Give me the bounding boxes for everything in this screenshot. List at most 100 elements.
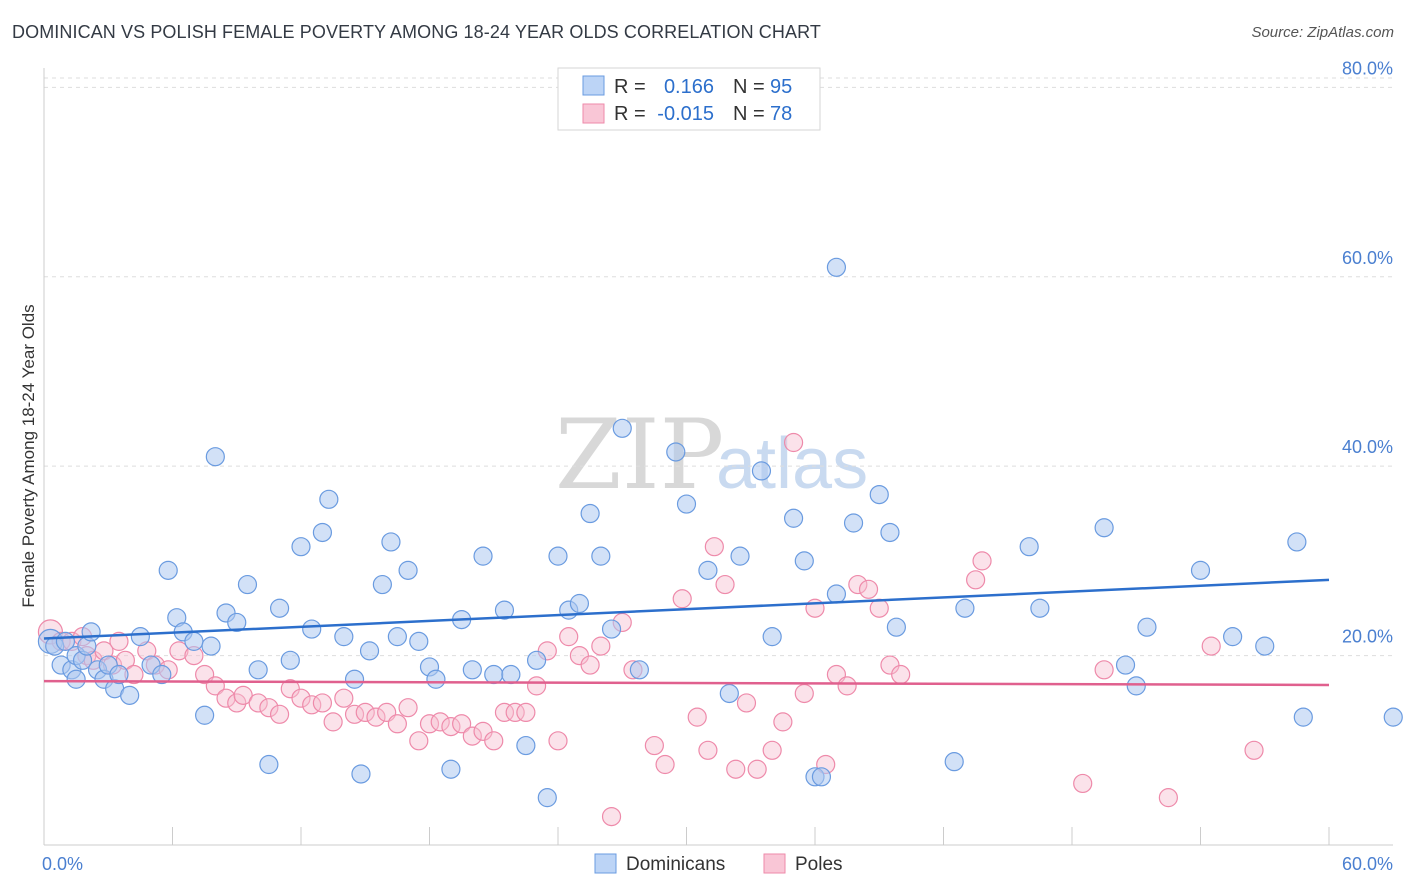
poles-point-75 bbox=[848, 574, 868, 595]
x-ticks bbox=[43, 827, 1330, 845]
poles-point-44 bbox=[494, 702, 515, 723]
dominicans-point-39 bbox=[351, 764, 371, 784]
gridlines bbox=[44, 77, 1393, 657]
y-tick-label-80: 80.0% bbox=[1342, 58, 1393, 78]
poles-point-86 bbox=[1244, 740, 1264, 760]
dominicans-point-95 bbox=[1293, 707, 1313, 727]
poles-point-34 bbox=[387, 714, 407, 734]
dominicans-point-40 bbox=[359, 641, 380, 661]
dominicans-swatch bbox=[582, 75, 605, 96]
poles-swatch bbox=[582, 103, 605, 124]
poles-point-64 bbox=[726, 759, 746, 779]
dominicans-point-24 bbox=[201, 636, 221, 656]
dominicans-point-87 bbox=[1094, 518, 1114, 538]
dominicans-point-55 bbox=[516, 735, 536, 756]
poles-point-66 bbox=[747, 759, 767, 779]
poles-trend-line bbox=[43, 679, 1330, 687]
poles-point-67 bbox=[762, 740, 782, 760]
poles-point-76 bbox=[858, 579, 879, 599]
dominicans-point-50 bbox=[462, 660, 482, 680]
dominicans-points bbox=[37, 257, 1403, 808]
axes bbox=[43, 68, 1393, 846]
dominicans-point-18 bbox=[152, 664, 172, 685]
poles-point-35 bbox=[398, 698, 418, 718]
poles-point-58 bbox=[655, 754, 675, 775]
dominicans-point-67 bbox=[676, 494, 697, 514]
dominicans-point-14 bbox=[109, 664, 129, 685]
dominicans-point-61 bbox=[580, 503, 600, 524]
chart-title: DOMINICAN VS POLISH FEMALE POVERTY AMONG… bbox=[12, 22, 821, 42]
dominicans-point-82 bbox=[886, 617, 906, 637]
poles-point-82 bbox=[1073, 773, 1093, 794]
dominicans-point-89 bbox=[1126, 676, 1146, 696]
dominicans-point-9 bbox=[81, 622, 101, 642]
poles-point-68 bbox=[773, 712, 793, 732]
poles-point-85 bbox=[1201, 636, 1221, 656]
dominicans-point-56 bbox=[526, 650, 547, 670]
poles-point-53 bbox=[591, 636, 611, 656]
poles-point-61 bbox=[698, 740, 718, 760]
source-label: Source: ZipAtlas.com bbox=[1251, 24, 1394, 41]
dominicans-point-72 bbox=[762, 627, 782, 647]
legend-r-value-2: -0.015 bbox=[657, 103, 714, 125]
dominicans-point-42 bbox=[381, 532, 401, 552]
dominicans-point-19 bbox=[158, 560, 178, 580]
dominicans-point-34 bbox=[302, 619, 322, 639]
poles-point-83 bbox=[1094, 660, 1114, 680]
dominicans-point-88 bbox=[1115, 655, 1136, 675]
dominicans-point-64 bbox=[612, 418, 632, 438]
dominicans-point-63 bbox=[601, 619, 622, 639]
poles-point-59 bbox=[672, 589, 692, 609]
dominicans-point-78 bbox=[826, 584, 847, 604]
dominicans-point-32 bbox=[280, 650, 300, 670]
dominicans-point-27 bbox=[227, 612, 247, 633]
poles-point-57 bbox=[644, 735, 664, 756]
poles-point-65 bbox=[736, 693, 757, 713]
poles-point-78 bbox=[880, 655, 900, 675]
y-tick-label-40: 40.0% bbox=[1342, 437, 1393, 457]
dominicans-point-37 bbox=[334, 627, 354, 647]
dominicans-point-94 bbox=[1287, 532, 1307, 552]
dominicans-point-28 bbox=[237, 574, 258, 595]
dominicans-point-83 bbox=[944, 752, 964, 772]
poles-point-46 bbox=[516, 702, 536, 723]
dominicans-point-30 bbox=[259, 754, 279, 775]
dominicans-point-76 bbox=[811, 767, 832, 787]
dominicans-point-23 bbox=[195, 705, 215, 725]
dominicans-point-66 bbox=[666, 442, 686, 462]
dominicans-point-68 bbox=[698, 560, 718, 580]
dominicans-point-41 bbox=[372, 574, 392, 595]
poles-point-23 bbox=[269, 704, 290, 724]
dominicans-point-60 bbox=[569, 593, 590, 614]
legend-dominicans-label: Dominicans bbox=[626, 854, 725, 875]
poles-point-25 bbox=[291, 688, 311, 708]
dominicans-point-58 bbox=[548, 546, 568, 566]
dominicans-point-96 bbox=[1383, 707, 1403, 727]
dominicans-point-45 bbox=[409, 631, 429, 651]
dominicans-point-43 bbox=[387, 627, 407, 647]
poles-point-14 bbox=[169, 641, 189, 661]
dominicans-point-77 bbox=[826, 257, 847, 277]
series-legend: Dominicans Poles bbox=[594, 853, 843, 875]
poles-point-41 bbox=[462, 726, 482, 746]
poles-point-43 bbox=[484, 731, 504, 751]
dominicans-point-44 bbox=[398, 560, 418, 580]
dominicans-point-74 bbox=[794, 551, 814, 571]
dominicans-point-48 bbox=[441, 759, 461, 779]
dominicans-point-16 bbox=[130, 627, 150, 647]
poles-point-49 bbox=[548, 731, 568, 751]
poles-point-47 bbox=[526, 676, 547, 696]
poles-point-19 bbox=[227, 693, 247, 713]
poles-point-74 bbox=[837, 676, 857, 696]
dominicans-point-57 bbox=[537, 788, 557, 808]
poles-point-45 bbox=[505, 702, 525, 723]
trend-lines bbox=[43, 578, 1330, 687]
dominicans-point-38 bbox=[344, 669, 365, 689]
legend-r-label-1: R = bbox=[614, 76, 646, 98]
dominicans-point-85 bbox=[1019, 537, 1039, 557]
poles-point-63 bbox=[715, 574, 735, 595]
legend-poles-swatch bbox=[763, 853, 786, 874]
dominicans-point-25 bbox=[205, 447, 225, 467]
dominicans-point-35 bbox=[312, 522, 333, 543]
